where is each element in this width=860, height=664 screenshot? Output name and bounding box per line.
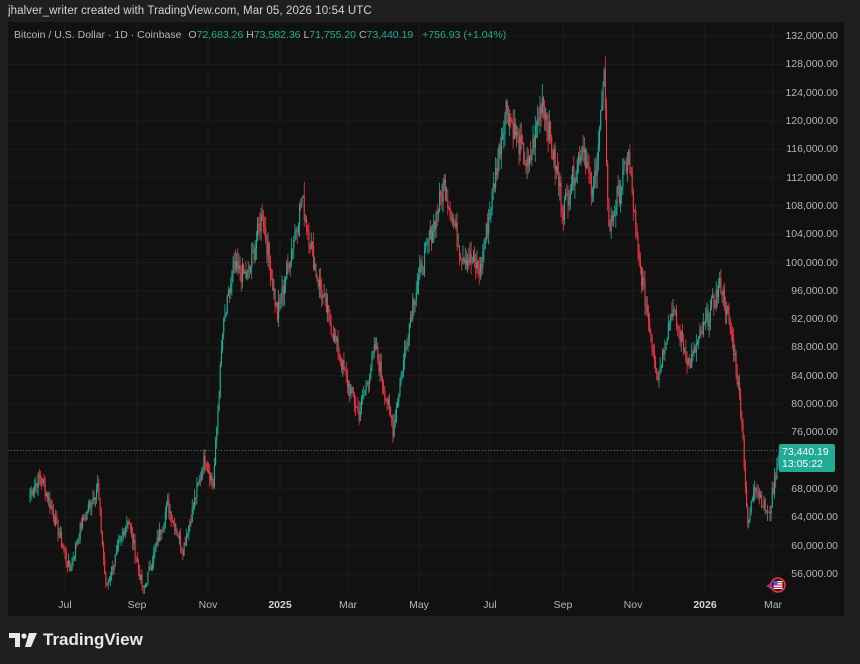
high-value: 73,582.36 (253, 29, 301, 41)
time-tick-label: Sep (127, 599, 147, 611)
low-label: L (303, 29, 310, 41)
high-label: H (246, 29, 254, 41)
time-axis[interactable]: Jul Sep Nov 2025 Mar May Jul Sep Nov 2026 Mar (8, 594, 783, 616)
price-tick-label: 64,000.00 (791, 511, 838, 524)
price-axis[interactable]: 132,000.00 128,000.00 124,000.00 120,000.00… (783, 22, 844, 616)
price-tick-label: 104,000.00 (785, 228, 838, 241)
price-tick-label: 76,000.00 (791, 426, 838, 439)
time-tick-label: May (409, 599, 429, 611)
price-tick-label: 116,000.00 (786, 143, 838, 156)
time-tick-label: Nov (623, 599, 643, 611)
open-value: 72,683.26 (196, 29, 244, 41)
price-tick-label: 112,000.00 (786, 171, 838, 184)
last-price: 73,440.19 (782, 446, 829, 458)
us-economic-event-icon[interactable] (766, 576, 786, 599)
price-tick-label: 56,000.00 (791, 568, 838, 580)
price-tick-label: 84,000.00 (791, 369, 838, 382)
change-value: +756.93 (+1.04%) (422, 29, 507, 41)
last-price-tag: 73,440.19 13:05:22 (779, 444, 835, 472)
price-tick-label: 128,000.00 (785, 58, 838, 71)
price-tick-label: 124,000.00 (785, 86, 838, 99)
time-tick-label: 2025 (268, 599, 292, 611)
ohlc-legend: Bitcoin / U.S. Dollar · 1D · Coinbase O7… (14, 29, 506, 41)
time-tick-label: Mar (338, 599, 358, 611)
close-label: C (358, 29, 367, 41)
price-tick-label: 68,000.00 (791, 483, 838, 496)
time-tick-label: 2026 (693, 599, 717, 611)
time-tick-label: Jul (58, 599, 72, 611)
price-tick-label: 100,000.00 (785, 256, 838, 269)
brand-name: TradingView (43, 630, 143, 649)
time-tick-label: Mar (763, 599, 783, 611)
price-tick-label: 88,000.00 (791, 341, 838, 354)
chart-frame[interactable]: 132,000.00 128,000.00 124,000.00 120,000.00… (8, 22, 844, 616)
price-tick-label: 80,000.00 (791, 398, 838, 411)
bar-countdown: 13:05:22 (782, 458, 823, 470)
price-tick-label: 120,000.00 (785, 114, 838, 127)
price-tick-label: 92,000.00 (791, 313, 838, 326)
right-margin (844, 22, 860, 616)
attribution-text: jhalver_writer created with TradingView.… (8, 5, 372, 17)
price-tick-label: 96,000.00 (791, 284, 838, 297)
open-label: O (188, 29, 197, 41)
close-value: 73,440.19 (366, 29, 414, 41)
price-tick-label: 60,000.00 (791, 539, 838, 552)
price-tick-label: 132,000.00 (785, 30, 838, 42)
candlestick-plot[interactable] (8, 22, 783, 594)
time-tick-label: Sep (553, 599, 573, 611)
price-tick-label: 108,000.00 (785, 199, 838, 212)
time-tick-label: Nov (198, 599, 218, 611)
tradingview-logo-icon (9, 633, 37, 647)
tradingview-logo[interactable]: TradingView (9, 630, 143, 650)
time-tick-label: Jul (483, 599, 497, 611)
symbol-label: Bitcoin / U.S. Dollar · 1D · Coinbase (14, 29, 182, 41)
low-value: 71,755.20 (309, 29, 357, 41)
